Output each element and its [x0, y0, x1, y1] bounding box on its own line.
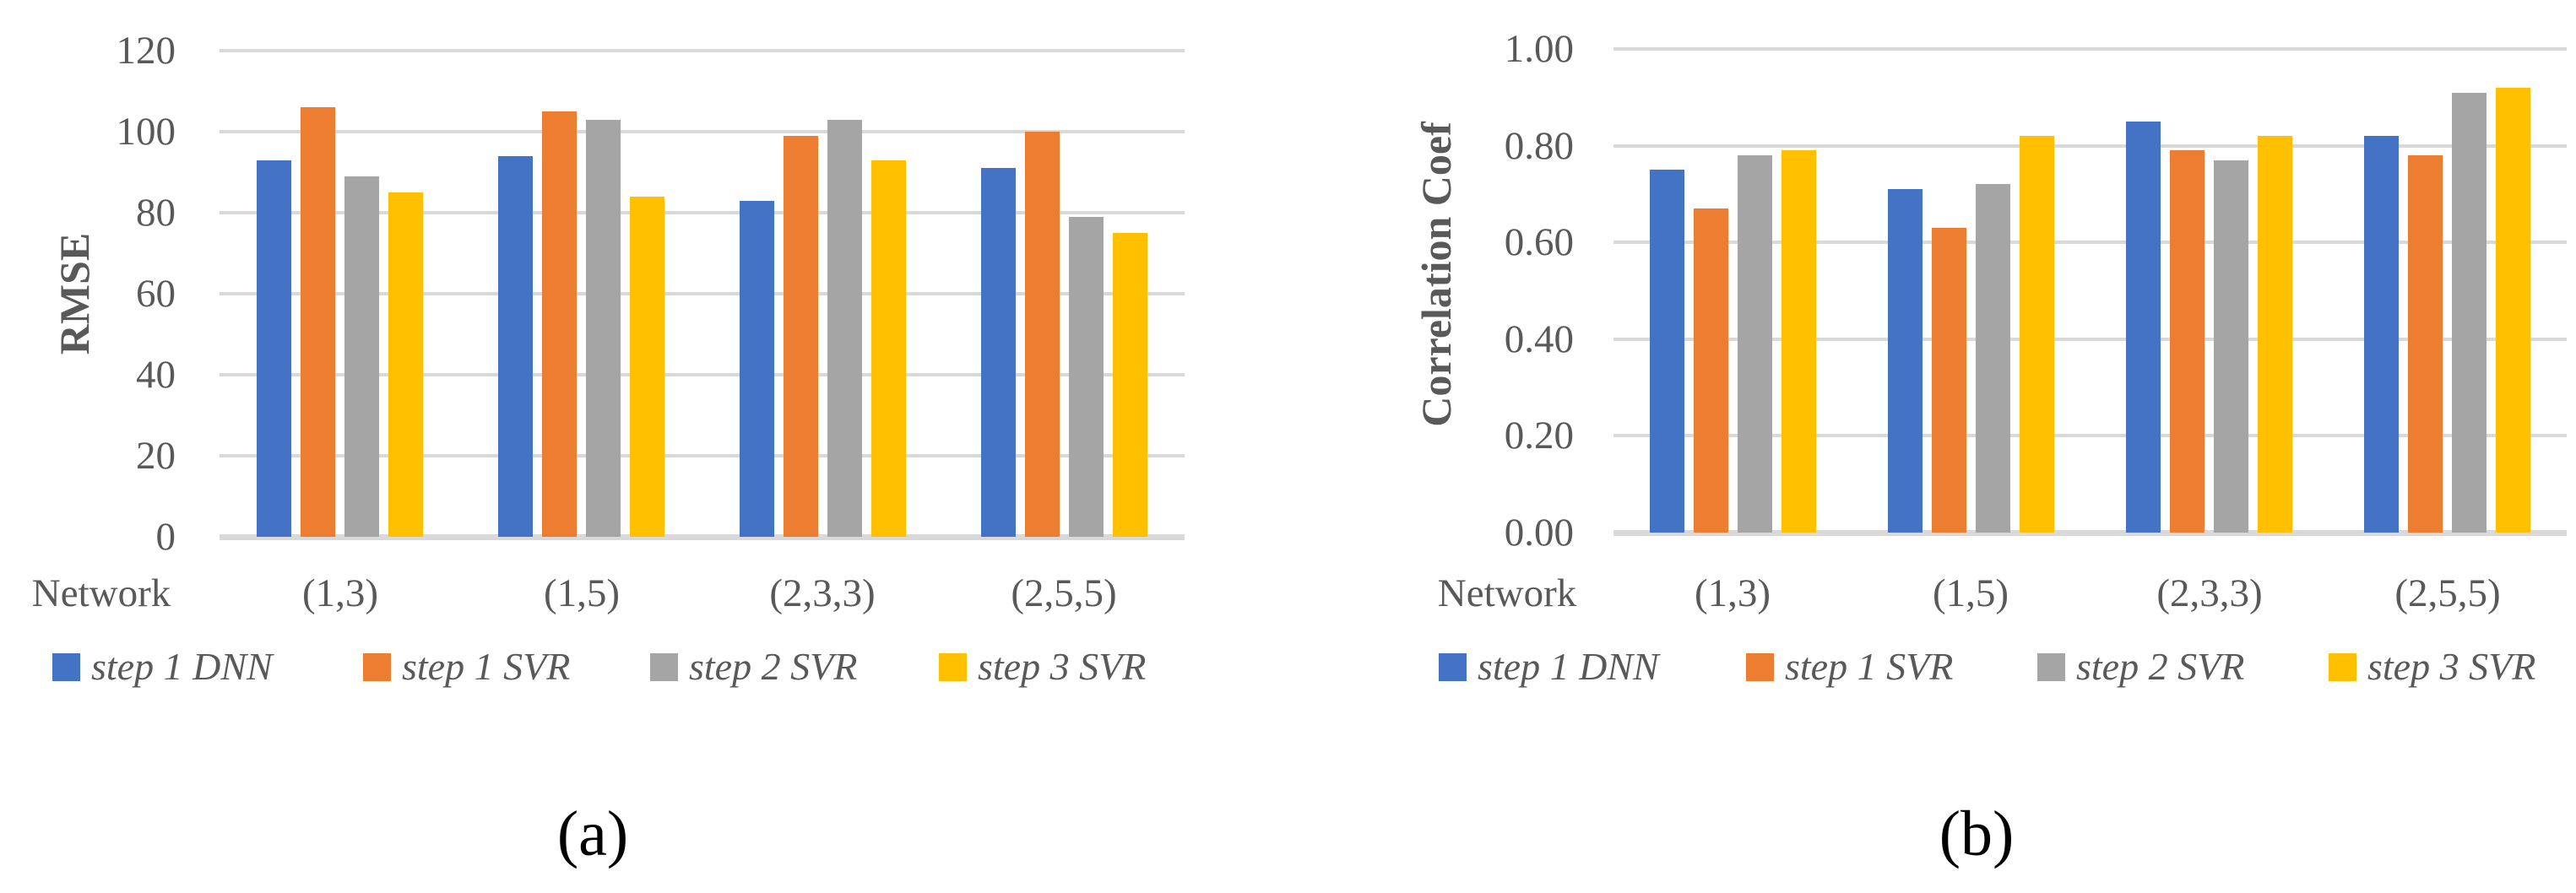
- x-axis-baseline: [220, 534, 1185, 540]
- bar-step-3-svr-1-5: [630, 197, 664, 537]
- gridline: [220, 454, 1185, 457]
- bar-step-1-svr-1-5: [1932, 228, 1966, 533]
- y-tick-label: 20: [136, 434, 176, 478]
- bar-step-3-svr-2-5-5: [2496, 88, 2530, 533]
- legend-swatch-step-2-svr: [650, 652, 678, 681]
- y-tick-label: 0.00: [1504, 511, 1574, 555]
- bar-step-1-dnn-1-5: [1888, 189, 1923, 533]
- legend-label: step 1 SVR: [402, 645, 571, 688]
- bar-step-2-svr-2-3-3: [827, 120, 862, 537]
- legend-swatch-step-1-dnn: [1439, 652, 1467, 681]
- legend-swatch-step-3-svr: [2329, 652, 2356, 681]
- bar-step-1-dnn-2-5-5: [2364, 136, 2399, 533]
- legend-label: step 3 SVR: [2367, 645, 2536, 688]
- bar-step-1-dnn-2-5-5: [981, 168, 1016, 537]
- gridline: [1613, 434, 2567, 437]
- bar-step-2-svr-2-3-3: [2214, 160, 2248, 533]
- y-tick-label: 0: [155, 515, 176, 559]
- legend-item-step-3-svr: step 3 SVR: [2329, 645, 2535, 689]
- y-tick-label: 40: [136, 353, 176, 397]
- legend-item-step-1-svr: step 1 SVR: [1746, 645, 1953, 689]
- legend-swatch-step-3-svr: [939, 652, 967, 681]
- x-category-label: (1,5): [1932, 571, 2009, 615]
- legend-item-step-1-dnn: step 1 DNN: [1439, 645, 1659, 689]
- y-tick-label: 80: [136, 191, 176, 235]
- bar-step-1-dnn-1-3: [1650, 170, 1684, 533]
- bar-step-1-dnn-2-3-3: [740, 201, 774, 537]
- bar-step-1-svr-1-5: [542, 111, 577, 537]
- bar-step-1-dnn-2-3-3: [2126, 122, 2161, 533]
- x-category-label: (1,5): [543, 571, 621, 615]
- bar-step-2-svr-2-5-5: [1069, 217, 1104, 537]
- gridline: [220, 130, 1185, 133]
- bar-step-1-svr-2-5-5: [1025, 132, 1060, 537]
- gridline: [1613, 338, 2567, 341]
- bar-step-2-svr-2-5-5: [2452, 93, 2487, 533]
- legend-item-step-2-svr: step 2 SVR: [650, 645, 857, 689]
- legend-label: step 2 SVR: [2076, 645, 2245, 688]
- x-axis-baseline: [1613, 530, 2567, 536]
- y-tick-label: 60: [136, 272, 176, 316]
- gridline: [1613, 47, 2567, 51]
- legend-label: step 1 DNN: [91, 645, 273, 688]
- bar-step-2-svr-1-3: [344, 176, 379, 537]
- legend-item-step-3-svr: step 3 SVR: [939, 645, 1146, 689]
- legend-label: step 2 SVR: [689, 645, 858, 688]
- legend-label: step 3 SVR: [978, 645, 1147, 688]
- legend-label: step 1 DNN: [1478, 645, 1659, 688]
- y-tick-label: 0.20: [1504, 414, 1574, 457]
- y-tick-label: 100: [116, 110, 176, 154]
- gridline: [220, 373, 1185, 376]
- y-axis-title: Correlation Coef: [1413, 122, 1460, 427]
- bar-step-1-dnn-1-5: [498, 156, 533, 537]
- x-category-label: (2,5,5): [2394, 571, 2501, 615]
- gridline: [1613, 144, 2567, 148]
- gridline: [220, 211, 1185, 214]
- gridline: [1613, 241, 2567, 244]
- legend-item-step-2-svr: step 2 SVR: [2037, 645, 2244, 689]
- bar-step-1-svr-1-3: [301, 107, 335, 537]
- x-category-label: (2,5,5): [1011, 571, 1117, 615]
- bar-step-3-svr-1-5: [2020, 136, 2054, 533]
- bar-step-2-svr-1-3: [1738, 155, 1772, 533]
- gridline: [220, 292, 1185, 295]
- y-tick-label: 0.80: [1504, 124, 1574, 168]
- x-category-label: (1,3): [1694, 571, 1771, 615]
- y-tick-label: 1.00: [1504, 27, 1574, 71]
- legend-item-step-1-svr: step 1 SVR: [363, 645, 570, 689]
- bar-step-2-svr-1-5: [1976, 184, 2010, 533]
- caption-a: (a): [556, 798, 629, 869]
- y-tick-label: 120: [116, 29, 176, 73]
- x-category-label: (1,3): [301, 571, 379, 615]
- bar-step-2-svr-1-5: [586, 120, 621, 537]
- bar-step-3-svr-2-3-3: [871, 160, 906, 537]
- bar-step-3-svr-1-3: [388, 192, 423, 537]
- legend-swatch-step-1-svr: [1746, 652, 1774, 681]
- legend-swatch-step-1-dnn: [52, 652, 80, 681]
- caption-b: (b): [1939, 798, 2015, 869]
- legend-swatch-step-1-svr: [363, 652, 391, 681]
- gridline: [220, 49, 1185, 52]
- bar-step-3-svr-1-3: [1782, 150, 1816, 533]
- y-tick-label: 0.60: [1504, 220, 1574, 264]
- y-tick-label: 0.40: [1504, 317, 1574, 361]
- x-category-label: (2,3,3): [2156, 571, 2263, 615]
- bar-step-1-svr-1-3: [1694, 208, 1728, 533]
- bar-step-1-dnn-1-3: [257, 160, 291, 537]
- bar-step-3-svr-2-5-5: [1113, 233, 1147, 537]
- legend-item-step-1-dnn: step 1 DNN: [52, 645, 273, 689]
- bar-step-1-svr-2-5-5: [2408, 155, 2443, 533]
- x-category-label: (2,3,3): [769, 571, 876, 615]
- bar-step-1-svr-2-3-3: [2170, 150, 2205, 533]
- bar-step-3-svr-2-3-3: [2258, 136, 2292, 533]
- bar-step-1-svr-2-3-3: [784, 136, 818, 537]
- x-axis-label: Network: [1437, 571, 1577, 615]
- x-axis-label: Network: [31, 571, 171, 615]
- legend-swatch-step-2-svr: [2037, 652, 2065, 681]
- legend-label: step 1 SVR: [1785, 645, 1954, 688]
